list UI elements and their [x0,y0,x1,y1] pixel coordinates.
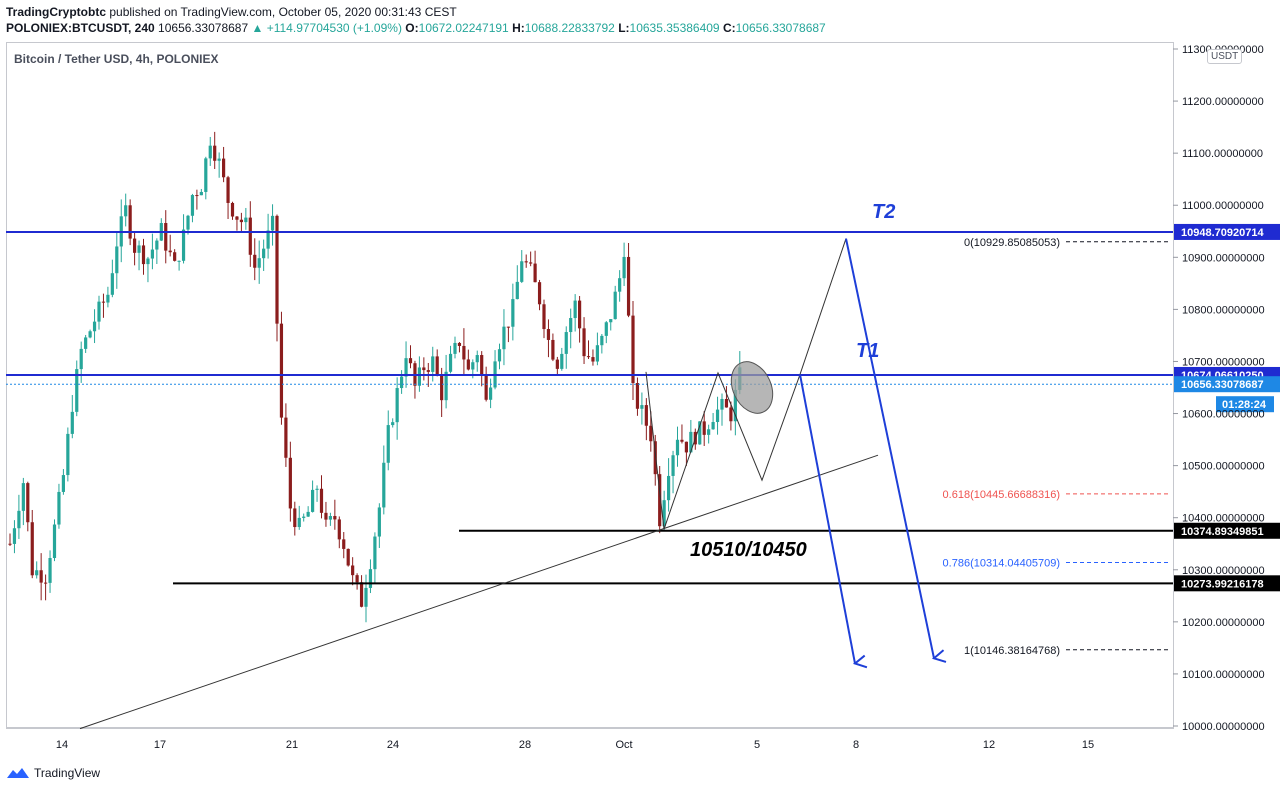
footer-brand[interactable]: TradingView [6,766,100,780]
price-scale[interactable] [1173,42,1280,728]
close-value: 10656.33078687 [735,21,826,35]
publisher-name[interactable]: TradingCryptobtc [6,5,107,19]
tradingview-logo-icon [7,768,29,778]
symbol-title: Bitcoin / Tether USD, 4h, POLONIEX [14,52,219,66]
footer-brand-text: TradingView [34,766,101,780]
close-label: C: [722,21,736,35]
low-value: 10635.35386409 [629,21,720,35]
header-bar: TradingCryptobtc published on TradingVie… [0,0,1280,40]
chart-pane[interactable] [6,42,1174,728]
time-scale[interactable] [6,728,1174,759]
up-triangle-icon: ▲ [251,21,264,35]
low-label: L: [618,21,630,35]
symbol-label: POLONIEX:BTCUSDT, 240 [6,21,155,35]
last-price: 10656.33078687 [158,21,249,35]
open-value: 10672.02247191 [418,21,509,35]
publish-info: TradingCryptobtc published on TradingVie… [6,5,457,19]
published-text: published on TradingView.com, October 05… [109,5,457,19]
ohlc-legend: POLONIEX:BTCUSDT, 240 10656.33078687 ▲ +… [6,21,826,35]
high-label: H: [512,21,525,35]
change-value: +114.97704530 (+1.09%) [266,21,402,35]
currency-badge[interactable]: USDT [1207,49,1243,64]
open-label: O: [405,21,419,35]
high-value: 10688.22833792 [524,21,615,35]
